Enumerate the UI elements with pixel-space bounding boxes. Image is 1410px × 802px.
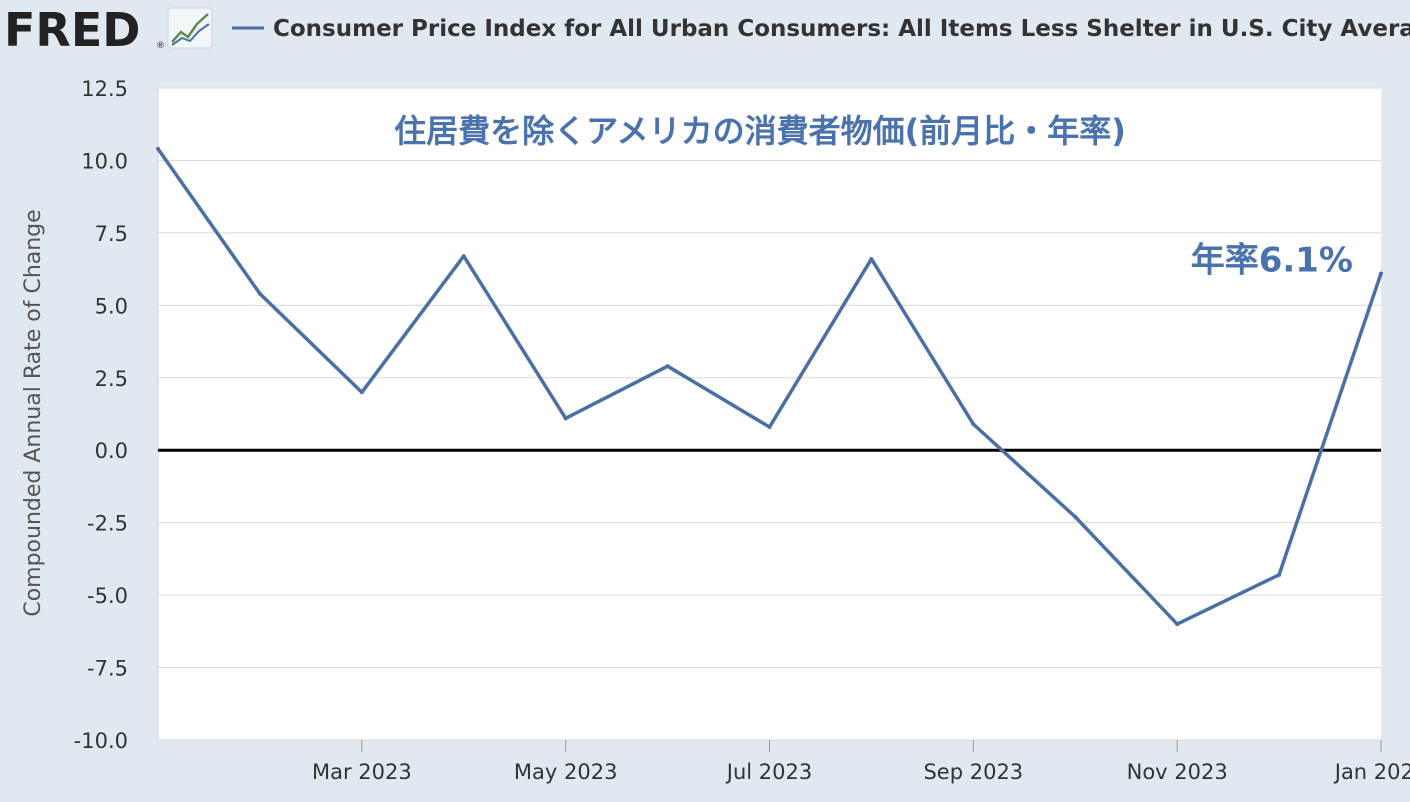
header: FRED ® Consumer Price Index for All Urba… (4, 3, 1410, 57)
data-point (767, 425, 772, 430)
plot-area (158, 88, 1381, 740)
x-tick-label: Jul 2023 (725, 760, 812, 784)
data-point (156, 146, 160, 151)
y-tick-label: -10.0 (74, 729, 128, 753)
series-points (156, 146, 1383, 627)
y-tick-label: -2.5 (87, 512, 128, 536)
x-tick-label: Sep 2023 (923, 760, 1023, 784)
y-tick-label: -7.5 (87, 657, 128, 681)
data-point (665, 364, 670, 369)
x-tick-label: May 2023 (514, 760, 618, 784)
y-tick-label: -5.0 (87, 584, 128, 608)
fred-graph-icon (167, 7, 213, 49)
chart-title: 住居費を除くアメリカの消費者物価(前月比・年率) (394, 112, 1126, 150)
y-axis-label: Compounded Annual Rate of Change (21, 209, 46, 616)
x-tick-label: Jan 2024 (1333, 760, 1410, 784)
series-title: Consumer Price Index for All Urban Consu… (273, 16, 1410, 42)
fred-logo[interactable]: FRED ® (4, 3, 213, 57)
data-point (1379, 271, 1383, 276)
y-axis-ticks: 12.5 10.0 7.5 5.0 2.5 0.0 -2.5 -5.0 -7.5 -10.0 (74, 77, 128, 753)
data-point (1073, 514, 1078, 519)
annotations: 年率6.1% (1191, 240, 1353, 280)
x-axis-ticks: Mar 2023 May 2023 Jul 2023 Sep 2023 Nov 2023… (312, 740, 1410, 784)
y-tick-label: 2.5 (95, 367, 128, 391)
data-point (1277, 572, 1282, 577)
x-tick-label: Mar 2023 (312, 760, 412, 784)
data-point (359, 390, 364, 395)
data-point (1175, 622, 1180, 627)
y-tick-label: 0.0 (95, 439, 128, 463)
y-tick-label: 12.5 (81, 77, 128, 101)
data-point (869, 256, 874, 261)
y-tick-label: 5.0 (95, 294, 128, 318)
registered-mark-icon: ® (156, 41, 165, 51)
data-point (971, 422, 976, 427)
data-point (461, 254, 466, 259)
x-tick-label: Nov 2023 (1127, 760, 1228, 784)
data-point (257, 291, 262, 296)
fred-logo-text: FRED (4, 3, 140, 57)
y-tick-label: 7.5 (95, 222, 128, 246)
data-point (563, 416, 568, 421)
annotation-label: 年率6.1% (1191, 240, 1353, 280)
y-tick-label: 10.0 (81, 149, 128, 173)
